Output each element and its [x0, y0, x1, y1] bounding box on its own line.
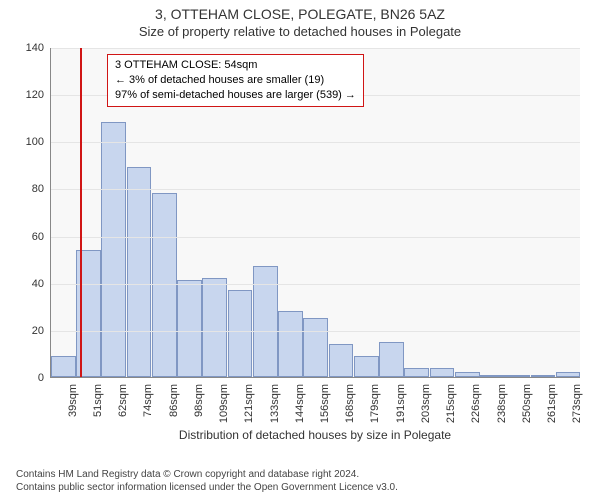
- histogram-bar: [329, 344, 354, 377]
- x-tick-label: 179sqm: [369, 384, 381, 423]
- y-tick-label: 100: [4, 136, 44, 148]
- y-tick-label: 80: [4, 183, 44, 195]
- histogram-bar: [505, 375, 530, 377]
- histogram-bar: [303, 318, 328, 377]
- histogram-bar: [127, 167, 152, 377]
- y-tick-label: 140: [4, 42, 44, 54]
- x-tick-label: 133sqm: [269, 384, 281, 423]
- y-tick-label: 0: [4, 372, 44, 384]
- gridline: [51, 331, 580, 332]
- x-tick-label: 203sqm: [420, 384, 432, 423]
- histogram-bar: [556, 372, 581, 377]
- x-tick-label: 238sqm: [496, 384, 508, 423]
- y-tick-label: 20: [4, 325, 44, 337]
- x-tick-label: 250sqm: [521, 384, 533, 423]
- histogram-bar: [480, 375, 505, 377]
- x-tick-label: 273sqm: [571, 384, 583, 423]
- info-box-line: 97% of semi-detached houses are larger (…: [115, 88, 356, 103]
- footer-line-1: Contains HM Land Registry data © Crown c…: [16, 468, 398, 481]
- marker-line: [80, 48, 82, 377]
- x-tick-label: 74sqm: [142, 384, 154, 417]
- y-tick-label: 120: [4, 89, 44, 101]
- x-axis-label: Distribution of detached houses by size …: [50, 428, 580, 442]
- x-tick-label: 51sqm: [92, 384, 104, 417]
- x-tick-label: 62sqm: [117, 384, 129, 417]
- gridline: [51, 189, 580, 190]
- x-tick-label: 261sqm: [546, 384, 558, 423]
- x-tick-label: 226sqm: [470, 384, 482, 423]
- histogram-bar: [177, 280, 202, 377]
- x-ticks: 39sqm 51sqm 62sqm 74sqm 86sqm 98sqm 109sqm 121s…: [50, 378, 580, 428]
- info-box-line: ← 3% of detached houses are smaller (19): [115, 73, 356, 88]
- footer-line-2: Contains public sector information licen…: [16, 481, 398, 494]
- x-tick-label: 168sqm: [344, 384, 356, 423]
- histogram-bar: [404, 368, 429, 377]
- x-tick-label: 86sqm: [168, 384, 180, 417]
- plot-area: 3 OTTEHAM CLOSE: 54sqm← 3% of detached h…: [50, 48, 580, 378]
- info-box: 3 OTTEHAM CLOSE: 54sqm← 3% of detached h…: [107, 54, 364, 107]
- page-subtitle: Size of property relative to detached ho…: [0, 22, 600, 39]
- x-tick-label: 156sqm: [319, 384, 331, 423]
- histogram-bar: [278, 311, 303, 377]
- info-box-line: 3 OTTEHAM CLOSE: 54sqm: [115, 58, 356, 73]
- histogram-bar: [51, 356, 76, 377]
- gridline: [51, 142, 580, 143]
- x-tick-label: 215sqm: [445, 384, 457, 423]
- footer: Contains HM Land Registry data © Crown c…: [16, 468, 398, 494]
- gridline: [51, 237, 580, 238]
- histogram-bar: [455, 372, 480, 377]
- x-tick-label: 121sqm: [243, 384, 255, 423]
- x-tick-label: 144sqm: [294, 384, 306, 423]
- page-title: 3, OTTEHAM CLOSE, POLEGATE, BN26 5AZ: [0, 0, 600, 22]
- histogram-bar: [152, 193, 177, 377]
- histogram-bar: [101, 122, 126, 377]
- chart-container: Number of detached properties 3 OTTEHAM …: [50, 48, 580, 408]
- x-tick-label: 109sqm: [218, 384, 230, 423]
- histogram-bar: [228, 290, 253, 377]
- histogram-bar: [430, 368, 455, 377]
- gridline: [51, 284, 580, 285]
- histogram-bar: [202, 278, 227, 377]
- histogram-bar: [354, 356, 379, 377]
- y-tick-label: 60: [4, 231, 44, 243]
- x-tick-label: 39sqm: [67, 384, 79, 417]
- histogram-bar: [531, 375, 556, 377]
- histogram-bar: [379, 342, 404, 377]
- y-tick-label: 40: [4, 278, 44, 290]
- gridline: [51, 48, 580, 49]
- x-tick-label: 191sqm: [395, 384, 407, 423]
- x-tick-label: 98sqm: [193, 384, 205, 417]
